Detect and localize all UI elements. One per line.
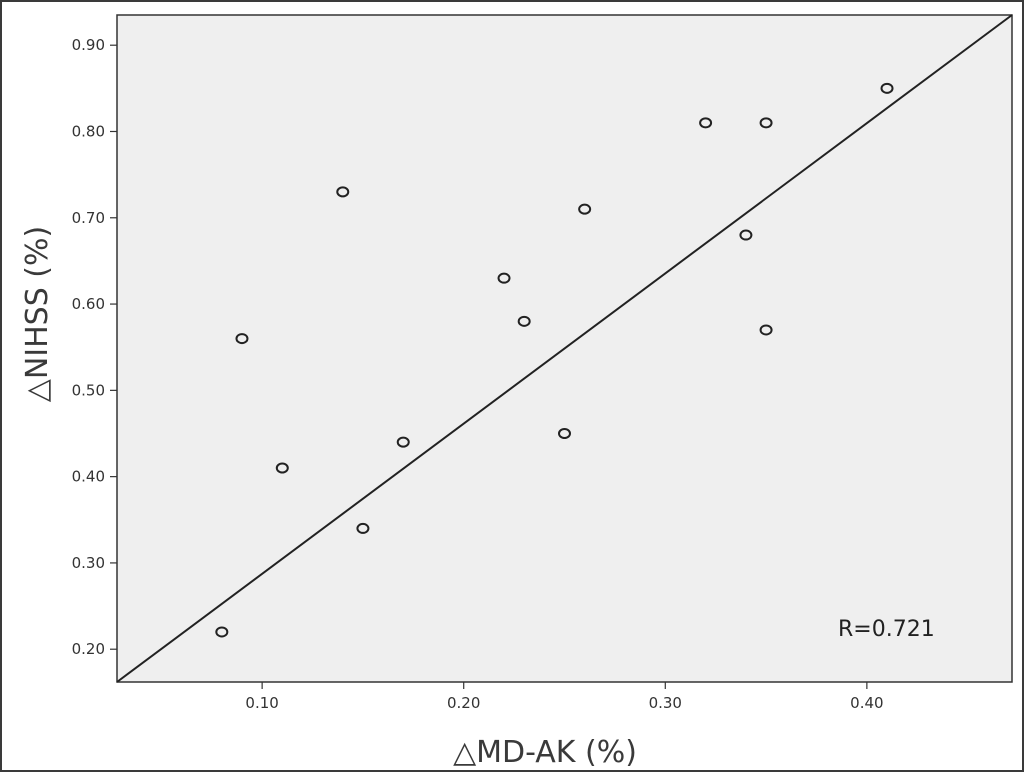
y-tick-label: 0.60 bbox=[72, 295, 105, 313]
data-point bbox=[336, 186, 350, 198]
y-tick-label: 0.30 bbox=[72, 554, 105, 572]
x-tick-label: 0.20 bbox=[447, 694, 480, 712]
y-tick-label: 0.90 bbox=[72, 36, 105, 54]
data-point bbox=[517, 315, 531, 327]
regression-line bbox=[116, 14, 1013, 683]
x-tick-label: 0.30 bbox=[649, 694, 682, 712]
data-point bbox=[396, 436, 410, 448]
data-point bbox=[215, 626, 229, 638]
data-point bbox=[880, 82, 894, 94]
y-tick-label: 0.50 bbox=[72, 381, 105, 399]
data-point bbox=[356, 522, 370, 534]
x-tick-label: 0.10 bbox=[245, 694, 278, 712]
data-point bbox=[739, 229, 753, 241]
data-point bbox=[759, 324, 773, 336]
correlation-annotation: R=0.721 bbox=[838, 617, 935, 642]
data-point bbox=[235, 333, 249, 345]
data-point bbox=[699, 117, 713, 129]
y-axis: 0.20 0.30 0.40 0.50 0.60 0.70 0.80 0.90 bbox=[72, 36, 117, 658]
data-point bbox=[759, 117, 773, 129]
y-tick-label: 0.20 bbox=[72, 640, 105, 658]
data-point bbox=[497, 272, 511, 284]
data-point bbox=[578, 203, 592, 215]
y-axis-label: △NIHSS (%) bbox=[20, 226, 55, 402]
x-tick-label: 0.40 bbox=[850, 694, 883, 712]
y-tick-label: 0.80 bbox=[72, 122, 105, 140]
x-axis: 0.10 0.20 0.30 0.40 bbox=[245, 682, 884, 712]
data-points bbox=[215, 82, 894, 638]
y-tick-label: 0.40 bbox=[72, 468, 105, 486]
data-point bbox=[558, 427, 571, 439]
y-tick-label: 0.70 bbox=[72, 209, 105, 227]
data-point bbox=[275, 462, 289, 474]
x-axis-label: △MD-AK (%) bbox=[453, 735, 637, 770]
